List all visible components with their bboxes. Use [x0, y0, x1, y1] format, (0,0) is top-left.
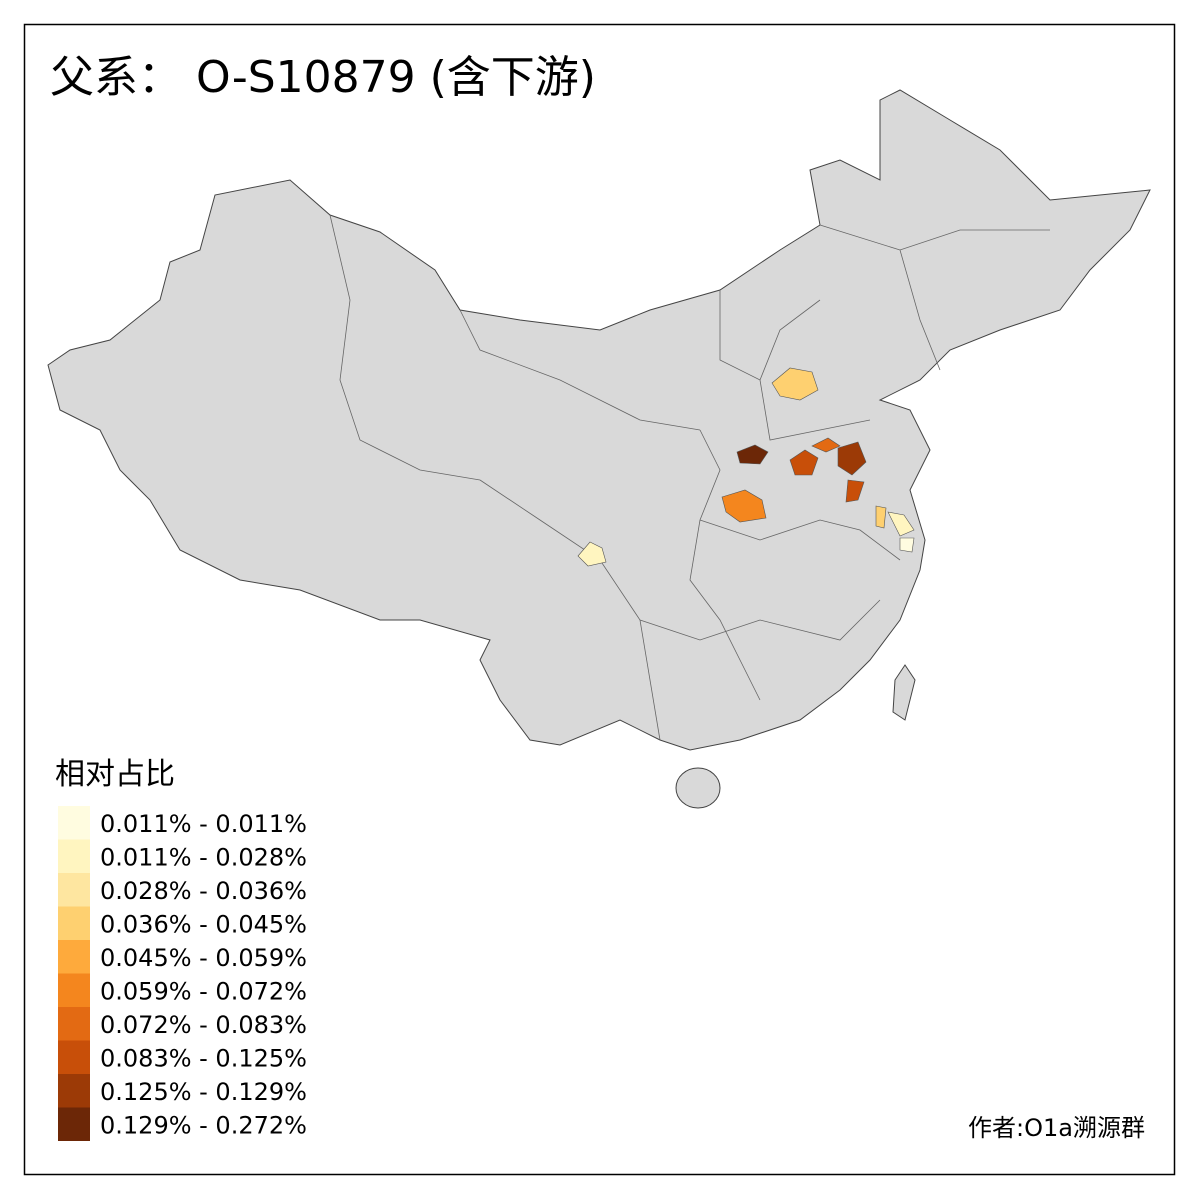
- legend-label: 0.059% - 0.072%: [100, 978, 307, 1006]
- region: [789, 449, 819, 476]
- legend-swatch: [58, 839, 90, 873]
- legend-label: 0.011% - 0.011%: [100, 810, 307, 838]
- legend-label: 0.129% - 0.272%: [100, 1112, 307, 1140]
- region: [577, 541, 607, 567]
- legend-swatch: [58, 973, 90, 1007]
- legend-swatch: [58, 1040, 90, 1074]
- mainland: [47, 89, 1151, 751]
- legend-label: 0.072% - 0.083%: [100, 1011, 307, 1039]
- hainan: [675, 767, 721, 809]
- legend-swatch: [58, 906, 90, 940]
- region: [771, 367, 819, 401]
- legend-swatch: [58, 1074, 90, 1108]
- legend-label: 0.083% - 0.125%: [100, 1045, 307, 1073]
- legend-label: 0.011% - 0.028%: [100, 844, 307, 872]
- legend-swatch: [58, 806, 90, 840]
- legend-title: 相对占比: [55, 757, 175, 792]
- legend-swatch: [58, 1107, 90, 1141]
- legend-label: 0.028% - 0.036%: [100, 877, 307, 905]
- legend-swatch: [58, 940, 90, 974]
- country-map: [47, 89, 1151, 809]
- taiwan: [892, 664, 916, 721]
- legend-swatch: [58, 1007, 90, 1041]
- title: 父系： O-S10879 (含下游): [50, 52, 596, 103]
- region: [721, 489, 767, 523]
- legend: 0.011% - 0.011% 0.011% - 0.028% 0.028% - 0…: [58, 806, 307, 1141]
- region: [887, 511, 915, 537]
- legend-label: 0.036% - 0.045%: [100, 911, 307, 939]
- region: [837, 441, 867, 476]
- legend-label: 0.125% - 0.129%: [100, 1078, 307, 1106]
- region: [736, 444, 769, 465]
- region: [845, 479, 865, 503]
- highlighted-regions: [577, 367, 915, 567]
- legend-swatch: [58, 873, 90, 907]
- region: [875, 505, 887, 529]
- credit: 作者:O1a溯源群: [968, 1114, 1145, 1142]
- region: [899, 537, 915, 553]
- region: [811, 437, 841, 453]
- legend-label: 0.045% - 0.059%: [100, 944, 307, 972]
